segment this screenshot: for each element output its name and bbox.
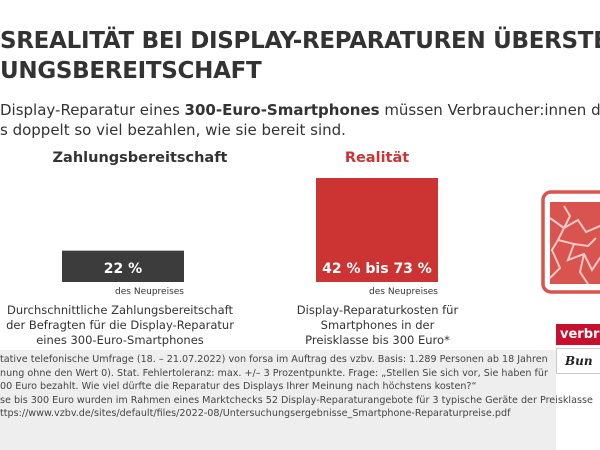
chart-title: SREALITÄT BEI DISPLAY-REPARATUREN ÜBERST… — [0, 26, 600, 86]
unit-label-zahlungsbereitschaft: des Neupreises — [115, 287, 184, 297]
footnote-line-4: se bis 300 Euro wurden im Rahmen eines M… — [0, 394, 593, 406]
data-label-zahlungsbereitschaft: 22 % — [104, 261, 142, 277]
subtitle-line-1-pre: Display-Reparatur eines — [0, 101, 185, 119]
bar-realitaet — [316, 178, 438, 282]
subtitle-line-1-post: müssen Verbraucher:innen durchschni — [384, 101, 600, 119]
title-line-2: UNGSBEREITSCHAFT — [0, 58, 262, 84]
subtitle-line-1: Display-Reparatur eines 300-Euro-Smartph… — [0, 100, 600, 120]
subtitle-line-1-bold: 300-Euro-Smartphones — [184, 101, 380, 119]
footer-panel — [0, 350, 556, 450]
subtitle-line-2: s doppelt so viel bezahlen, wie sie bere… — [0, 121, 346, 139]
footnote-line-3: 00 Euro bezahlt. Wie viel dürfte die Rep… — [0, 381, 477, 392]
chart-subtitle: Display-Reparatur eines 300-Euro-Smartph… — [0, 100, 600, 140]
footnote-line-1: tative telefonische Umfrage (18. – 21.07… — [0, 354, 548, 365]
logo-text-top: verbra — [556, 324, 600, 345]
data-label-realitaet: 42 % bis 73 % — [322, 261, 432, 277]
title-line-1: SREALITÄT BEI DISPLAY-REPARATUREN ÜBERST… — [0, 28, 600, 54]
category-label-realitaet: Realität — [344, 150, 410, 166]
footnote: tative telefonische Umfrage (18. – 21.07… — [0, 353, 600, 421]
logo-text-bottom: Bun — [556, 348, 600, 374]
bar-zahlungsbereitschaft — [62, 250, 184, 282]
footnote-line-5: ttps://www.vzbv.de/sites/default/files/2… — [0, 408, 511, 419]
vzbv-logo: verbra Bun — [556, 324, 600, 380]
unit-label-realitaet: des Neupreises — [369, 287, 438, 297]
description-realitaet: Display-Reparaturkosten für Smartphones … — [296, 303, 459, 347]
bar-chart: 22 % des Neupreises 42 % bis 73 % des Neupr… — [62, 178, 438, 297]
description-zahlungsbereitschaft: Durchschnittliche Zahlungsbereitschaft d… — [6, 303, 234, 347]
category-label-zahlungsbereitschaft: Zahlungsbereitschaft — [52, 150, 228, 166]
footnote-line-2: nung ohne den Wert 0). Stat. Fehlertoler… — [0, 367, 548, 379]
broken-smartphone-icon — [540, 188, 600, 302]
